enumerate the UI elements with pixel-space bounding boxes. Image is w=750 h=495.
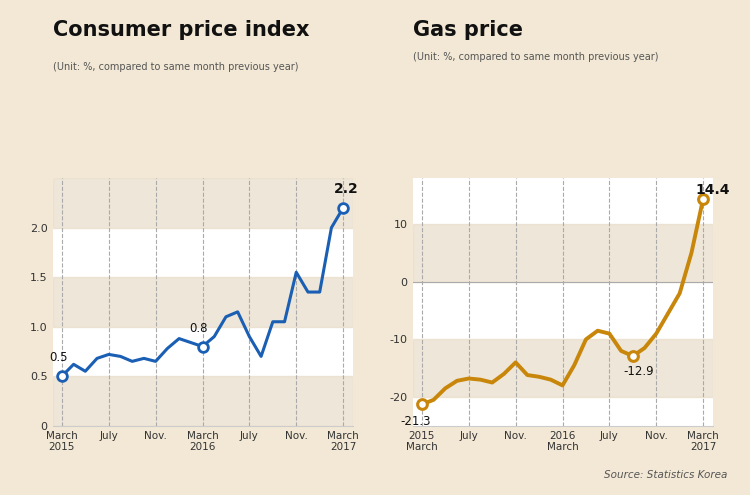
Text: -21.3: -21.3: [400, 415, 431, 428]
Text: Consumer price index: Consumer price index: [53, 20, 309, 40]
Bar: [53, 376, 352, 426]
Text: 2.2: 2.2: [334, 182, 359, 196]
Text: (Unit: %, compared to same month previous year): (Unit: %, compared to same month previou…: [413, 52, 658, 62]
Bar: [53, 277, 352, 327]
Text: -12.9: -12.9: [623, 365, 654, 378]
Text: 14.4: 14.4: [695, 183, 730, 197]
Bar: [413, 340, 712, 397]
Bar: [413, 224, 712, 282]
Text: Gas price: Gas price: [413, 20, 523, 40]
Bar: [53, 178, 352, 228]
Text: 0.5: 0.5: [49, 351, 68, 364]
Text: 0.8: 0.8: [190, 322, 209, 335]
Text: (Unit: %, compared to same month previous year): (Unit: %, compared to same month previou…: [53, 62, 298, 72]
Text: Source: Statistics Korea: Source: Statistics Korea: [604, 470, 728, 480]
